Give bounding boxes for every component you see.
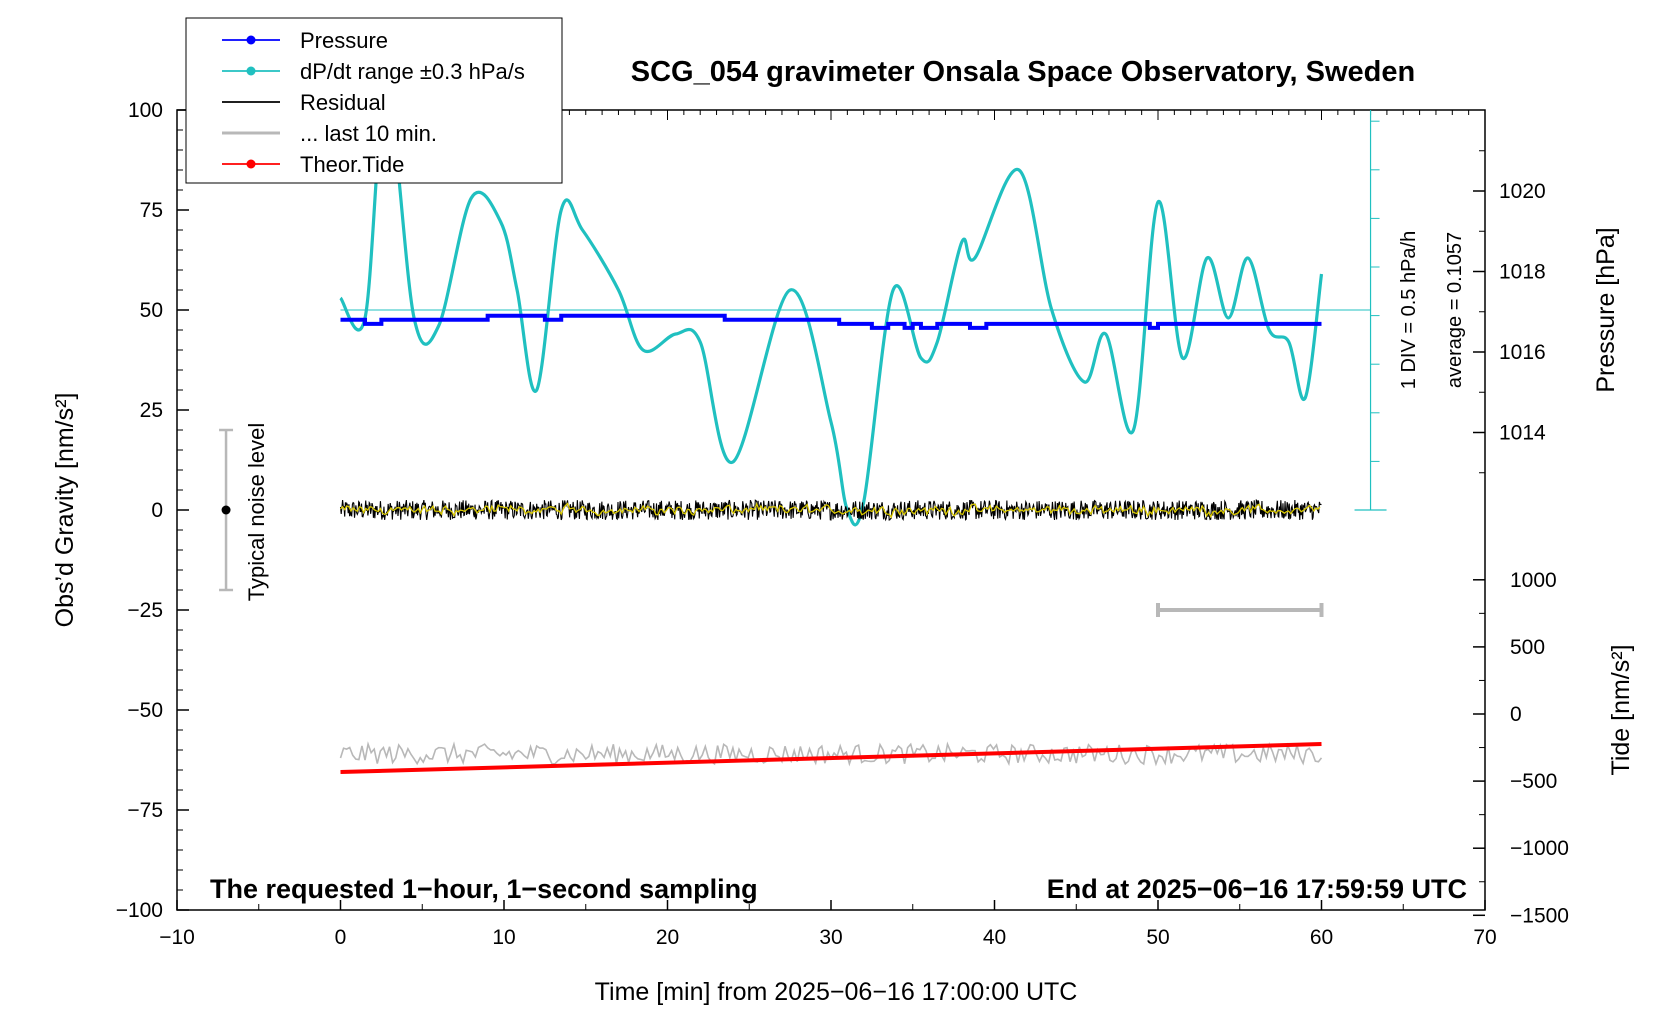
legend-item-label: Theor.Tide: [300, 152, 404, 177]
pressure-axis-ticks: 1020 1018 1016 1014: [1473, 150, 1546, 474]
tide-tick-label: −1500: [1510, 904, 1569, 927]
pressure-tick-label: 1020: [1499, 180, 1546, 203]
x-tick-label: 10: [492, 926, 515, 949]
pressure-tick-label: 1016: [1499, 341, 1546, 364]
tide-tick-label: 1000: [1510, 569, 1557, 592]
y-tick-label: 0: [151, 499, 163, 522]
y-tick-label: 100: [128, 99, 163, 122]
x-tick-label: 50: [1146, 926, 1169, 949]
dpdt-div-label: 1 DIV = 0.5 hPa/h: [1398, 231, 1420, 389]
pressure-tick-label: 1018: [1499, 261, 1546, 284]
x-axis-ticks: −10 0 10 20 30 40 50 60 70: [159, 900, 1497, 949]
tide-tick-label: −1000: [1510, 837, 1569, 860]
last-10-min-span-bar: [1156, 603, 1324, 617]
y-axis-left-label: Obs’d Gravity [nm/s²]: [51, 393, 79, 628]
residual-filtered-line: [340, 501, 1321, 519]
y-tick-label: 25: [140, 399, 163, 422]
noise-level-label: Typical noise level: [244, 423, 269, 602]
tide-tick-label: −500: [1510, 770, 1557, 793]
y-tick-label: −100: [116, 899, 163, 922]
legend-swatch-marker: [246, 159, 256, 169]
noise-level-bar: [219, 428, 234, 592]
theor-tide-series-line: [340, 742, 1322, 774]
y-tick-label: −25: [127, 599, 163, 622]
tide-axis-ticks: 1000 500 0 −500 −1000 −1500: [1473, 569, 1569, 927]
tide-tick-label: 0: [1510, 703, 1522, 726]
pressure-series-line: [340, 313, 1322, 330]
y-axis-left-ticks: 100 75 50 25 0 −25 −50 −75 −100: [116, 99, 189, 922]
y-axis-pressure-label: Pressure [hPa]: [1592, 227, 1620, 392]
x-tick-label: 40: [983, 926, 1006, 949]
y-tick-label: −50: [127, 699, 163, 722]
tide-tick-label: 500: [1510, 636, 1545, 659]
x-tick-label: 30: [819, 926, 842, 949]
x-tick-label: 0: [335, 926, 347, 949]
legend-item-label: Residual: [300, 90, 386, 115]
noise-bar-center-dot: [221, 505, 231, 515]
x-tick-label: 20: [656, 926, 679, 949]
legend-item-label: Pressure: [300, 28, 388, 53]
y-tick-label: 75: [140, 199, 163, 222]
legend-item-label: dP/dt range ±0.3 hPa/s: [300, 59, 525, 84]
pressure-tick-label: 1014: [1499, 422, 1546, 445]
dpdt-average-label: average = 0.1057: [1444, 232, 1466, 388]
chart-title: SCG_054 gravimeter Onsala Space Observat…: [631, 56, 1415, 88]
x-tick-label: 60: [1310, 926, 1333, 949]
footer-end-time-text: End at 2025−06−16 17:59:59 UTC: [1047, 874, 1467, 904]
legend-box: [185, 17, 563, 184]
legend: Pressure dP/dt range ±0.3 hPa/s Residual..…: [185, 17, 563, 184]
x-axis-label: Time [min] from 2025−06−16 17:00:00 UTC: [595, 978, 1078, 1006]
x-tick-label: −10: [159, 926, 195, 949]
y-tick-label: 50: [140, 299, 163, 322]
legend-swatch-marker: [246, 66, 256, 76]
y-tick-label: −75: [127, 799, 163, 822]
legend-item-label: ... last 10 min.: [300, 121, 437, 146]
x-tick-label: 70: [1473, 926, 1496, 949]
footer-sampling-text: The requested 1−hour, 1−second sampling: [210, 874, 758, 904]
y-axis-tide-label: Tide [nm/s²]: [1607, 644, 1635, 775]
dpdt-series-line: [339, 88, 1324, 527]
legend-swatch-marker: [246, 35, 256, 45]
